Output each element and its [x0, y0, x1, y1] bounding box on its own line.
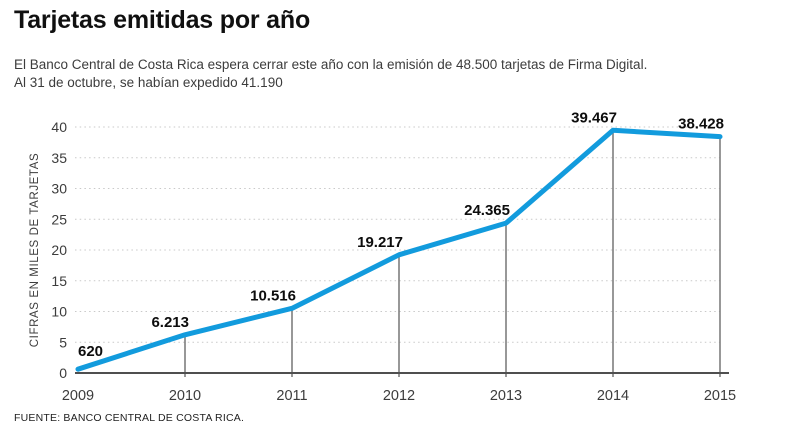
data-point-label: 38.428 — [678, 116, 724, 133]
source-note: FUENTE: BANCO CENTRAL DE COSTA RICA. — [14, 412, 245, 424]
y-tick-label: 15 — [51, 273, 67, 289]
data-line — [75, 127, 723, 372]
data-point-label: 10.516 — [250, 287, 296, 304]
chart-subtitle-line2: Al 31 de octubre, se habían expedido 41.… — [14, 75, 283, 90]
x-tick-label: 2014 — [597, 388, 629, 404]
x-tick-label: 2010 — [169, 388, 201, 404]
data-point-label: 6.213 — [151, 314, 189, 331]
chart-title: Tarjetas emitidas por año — [14, 6, 311, 34]
y-tick-label: 30 — [51, 181, 67, 197]
y-tick-label: 0 — [59, 365, 67, 381]
data-point-label: 620 — [78, 343, 103, 360]
line-chart: 0 5 10 15 20 25 30 35 40 CIFRAS EN MILES DE TARJE… — [29, 109, 736, 404]
x-tick-label: 2013 — [490, 388, 522, 404]
x-tick-label: 2015 — [704, 388, 736, 404]
data-point-label: 24.365 — [464, 202, 510, 219]
y-tick-label: 20 — [51, 242, 67, 258]
chart-subtitle-line1: El Banco Central de Costa Rica espera ce… — [14, 57, 648, 72]
y-tick-label: 40 — [51, 119, 67, 135]
data-point-label: 39.467 — [571, 109, 617, 126]
data-point-label: 19.217 — [357, 234, 403, 251]
y-axis-title: CIFRAS EN MILES DE TARJETAS — [29, 153, 41, 347]
y-tick-label: 5 — [59, 334, 67, 350]
y-tick-label: 25 — [51, 211, 67, 227]
y-tick-label: 35 — [51, 150, 67, 166]
x-tick-label: 2012 — [383, 388, 415, 404]
y-tick-label: 10 — [51, 304, 67, 320]
x-tick-label: 2009 — [62, 388, 94, 404]
x-tick-label: 2011 — [276, 388, 307, 404]
